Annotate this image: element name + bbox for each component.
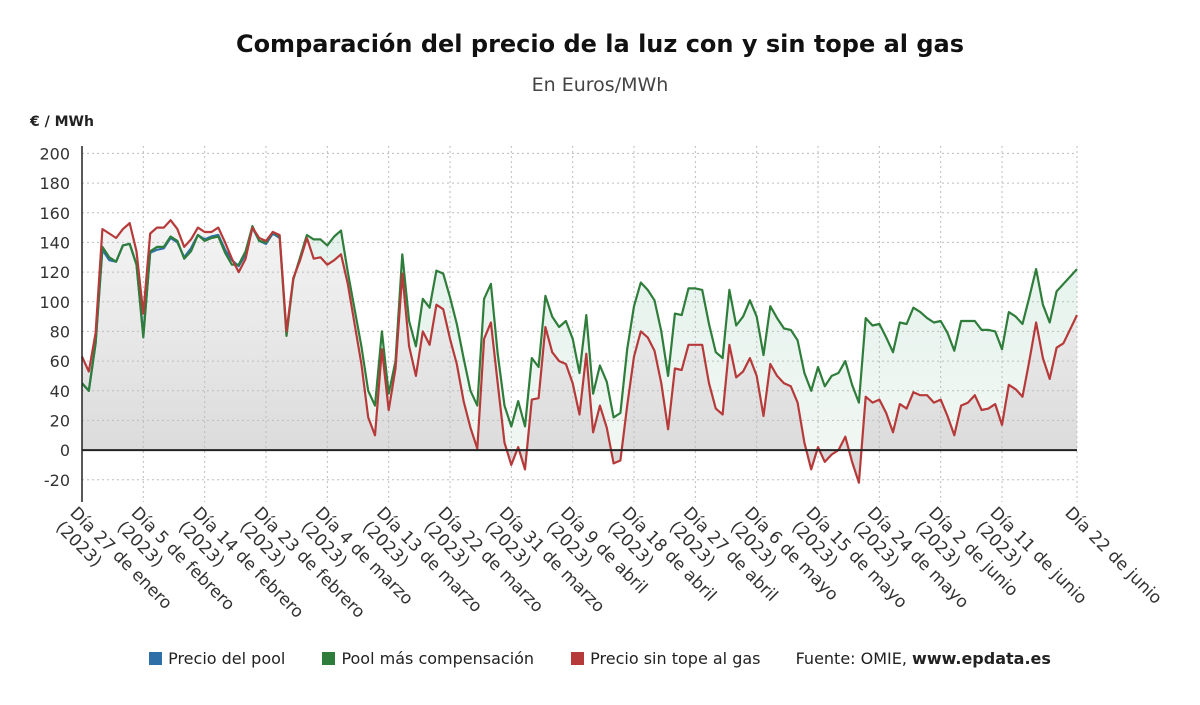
legend-item-pool[interactable]: Precio del pool <box>149 649 285 668</box>
y-tick-label: 100 <box>39 293 70 312</box>
source-label: Fuente: OMIE, <box>795 649 907 668</box>
chart-subtitle: En Euros/MWh <box>531 74 669 96</box>
y-tick-label: 200 <box>39 144 70 163</box>
legend: Precio del pool Pool más compensación Pr… <box>0 648 1200 668</box>
series-line-precio-sin-tope-al-gas <box>80 219 1078 484</box>
legend-item-no-cap[interactable]: Precio sin tope al gas <box>571 649 761 668</box>
y-tick-label: 140 <box>39 233 70 252</box>
y-tick-label: 20 <box>50 411 70 430</box>
y-tick-label: 40 <box>50 382 70 401</box>
legend-swatch-pool <box>149 652 163 665</box>
source-note: Fuente: OMIE, www.epdata.es <box>796 649 1051 668</box>
legend-label-compensation: Pool más compensación <box>341 649 535 668</box>
area-no-cap <box>82 220 1077 483</box>
y-tick-label: 0 <box>60 441 70 460</box>
source-link[interactable]: www.epdata.es <box>912 649 1051 668</box>
y-tick-label: 60 <box>50 352 70 371</box>
series-line-pool-mas-compensacion <box>81 225 1078 428</box>
y-tick-label: 120 <box>39 263 70 282</box>
chart-title: Comparación del precio de la luz con y s… <box>235 30 965 58</box>
y-tick-label: -20 <box>44 471 70 490</box>
legend-swatch-compensation <box>322 652 336 665</box>
legend-label-pool: Precio del pool <box>168 649 286 668</box>
legend-label-no-cap: Precio sin tope al gas <box>590 649 761 668</box>
y-axis-unit: € / MWh <box>30 114 94 130</box>
legend-swatch-no-cap <box>571 652 585 665</box>
y-tick-label: 180 <box>39 174 70 193</box>
legend-item-compensation[interactable]: Pool más compensación <box>322 649 534 668</box>
y-tick-label: 80 <box>50 322 70 341</box>
y-tick-label: 160 <box>39 204 70 223</box>
